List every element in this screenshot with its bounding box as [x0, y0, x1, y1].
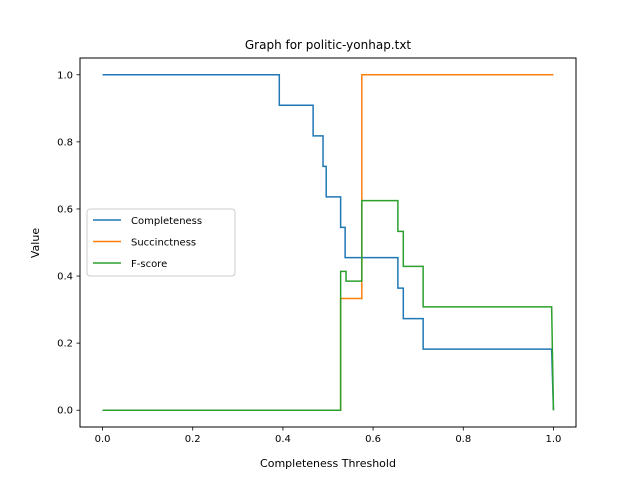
chart-title: Graph for politic-yonhap.txt: [245, 38, 412, 52]
x-tick-label: 1.0: [546, 434, 562, 445]
x-tick-label: 0.4: [275, 434, 291, 445]
y-axis-label: Value: [29, 228, 42, 258]
plot-frame: [79, 57, 577, 428]
legend-label-f-score: F-score: [131, 259, 167, 270]
x-tick-label: 0.2: [185, 434, 201, 445]
series-group: [102, 74, 555, 411]
legend-label-succinctness: Succinctness: [131, 238, 196, 249]
x-tick-label: 0.0: [95, 434, 111, 445]
legend: Completeness Succinctness F-score: [86, 208, 236, 277]
series-line-f-score: [102, 199, 555, 411]
legend-label-completeness: Completeness: [131, 216, 202, 227]
y-axis: 0.0 0.2 0.4 0.6 0.8 1.0: [57, 70, 80, 417]
x-tick-label: 0.6: [365, 434, 381, 445]
y-tick-label: 0.6: [57, 204, 73, 215]
x-tick-label: 0.8: [455, 434, 471, 445]
y-tick-label: 1.0: [57, 70, 73, 81]
x-axis-label: Completeness Threshold: [260, 457, 396, 470]
x-axis: 0.0 0.2 0.4 0.6 0.8 1.0: [95, 427, 562, 445]
y-tick-label: 0.4: [57, 272, 73, 283]
y-tick-label: 0.2: [57, 339, 73, 350]
y-tick-label: 0.0: [57, 406, 73, 417]
series-line-completeness: [102, 74, 555, 411]
legend-frame: [86, 208, 236, 277]
y-tick-label: 0.8: [57, 137, 73, 148]
